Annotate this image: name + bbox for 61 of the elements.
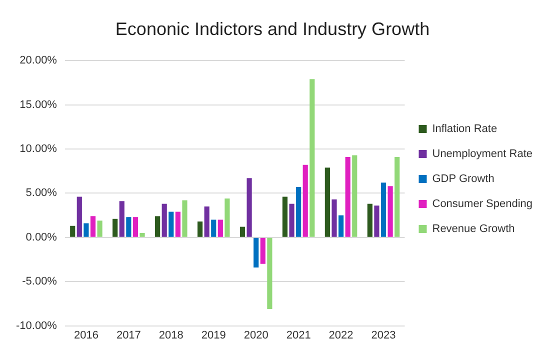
bar [204,206,210,237]
y-tick-label: -10.00% [16,320,58,332]
bar [394,156,400,237]
bar [224,198,230,237]
x-tick-label: 2023 [371,329,396,342]
bar [218,220,223,237]
x-tick-label: 2021 [286,329,311,342]
bar [352,155,358,237]
x-tick-label: 2022 [328,329,354,342]
bar [367,204,372,237]
legend-label: Consumer Spending [432,198,533,210]
bar [296,187,302,237]
bar [119,201,124,237]
x-tick-label: 2016 [74,329,98,342]
bar [388,186,393,237]
x-tick-label: 2020 [244,329,268,342]
legend-label: Revenue Growth [432,223,515,236]
bar [155,216,160,237]
chart-title: Econonic Indictors and Industry Growth [115,18,430,39]
bar [324,168,330,237]
bar [168,212,174,237]
legend-label: Unemployment Rate [432,148,533,160]
bar [282,196,288,237]
bar [140,232,145,237]
bar [302,164,308,237]
bar [211,220,216,237]
bar [132,217,138,237]
x-tick-label: 2017 [116,329,141,342]
bar [267,238,272,310]
bar [90,216,96,237]
x-tick-label: 2019 [201,329,226,342]
y-tick-label: 10.00% [20,143,58,156]
legend-label: Inflation Rate [432,123,498,136]
bar [126,217,132,237]
bar [240,226,246,237]
y-tick-label: 15.00% [20,98,58,111]
y-tick-label: 5.00% [26,187,58,200]
bar [289,204,294,237]
bar [76,196,82,237]
y-tick-label: 0.00% [26,231,58,244]
bar [182,200,188,237]
bar [374,206,380,237]
bar [246,178,252,237]
bar [197,221,203,237]
bar [345,156,350,237]
bar [254,238,259,268]
bar [338,215,344,237]
bar [175,212,180,237]
x-tick-label: 2018 [158,329,184,342]
bar [162,204,167,237]
y-tick-label: 20.00% [20,54,58,67]
y-tick-label: -5.00% [22,276,58,288]
bar [97,220,102,237]
bar [332,199,337,237]
bar [84,223,89,237]
bar [310,79,315,237]
bar [260,238,266,264]
bar [380,182,386,237]
legend-label: GDP Growth [432,173,494,186]
bar [70,226,76,237]
bar [112,218,118,237]
